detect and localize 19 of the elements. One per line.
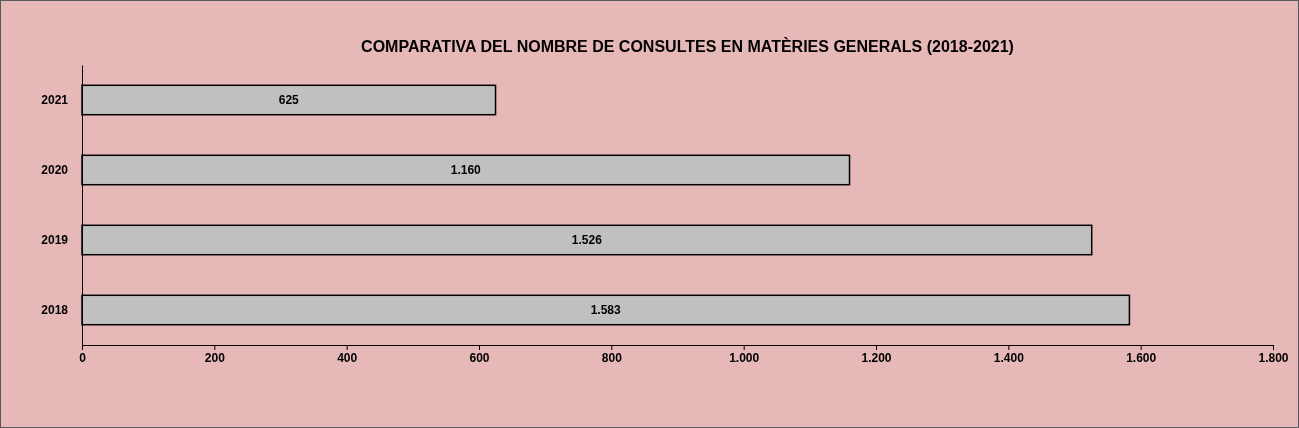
x-tick-label: 1.400	[993, 350, 1025, 365]
x-tick-label: 200	[204, 350, 226, 365]
x-tick-label: 1.200	[861, 350, 892, 365]
y-tick-label: 2021	[41, 92, 69, 107]
x-tick-label: 1.800	[1258, 350, 1289, 365]
x-tick-label: 1.000	[729, 350, 760, 365]
y-tick-label: 2018	[41, 302, 69, 317]
x-tick-label: 0	[79, 350, 87, 365]
data-label: 625	[278, 93, 300, 107]
data-label: 1.160	[450, 163, 482, 177]
y-tick-label: 2020	[41, 162, 69, 177]
y-tick-label: 2019	[41, 232, 69, 247]
x-tick-label: 800	[601, 350, 623, 365]
x-tick-label: 400	[337, 350, 358, 365]
data-label: 1.583	[590, 303, 622, 317]
data-label: 1.526	[571, 233, 603, 247]
x-tick-label: 600	[469, 350, 490, 365]
chart-title: COMPARATIVA DEL NOMBRE DE CONSULTES EN MATÈRIES GENERALS (2018-2021)	[361, 37, 1014, 55]
x-tick-label: 1.600	[1126, 350, 1157, 365]
